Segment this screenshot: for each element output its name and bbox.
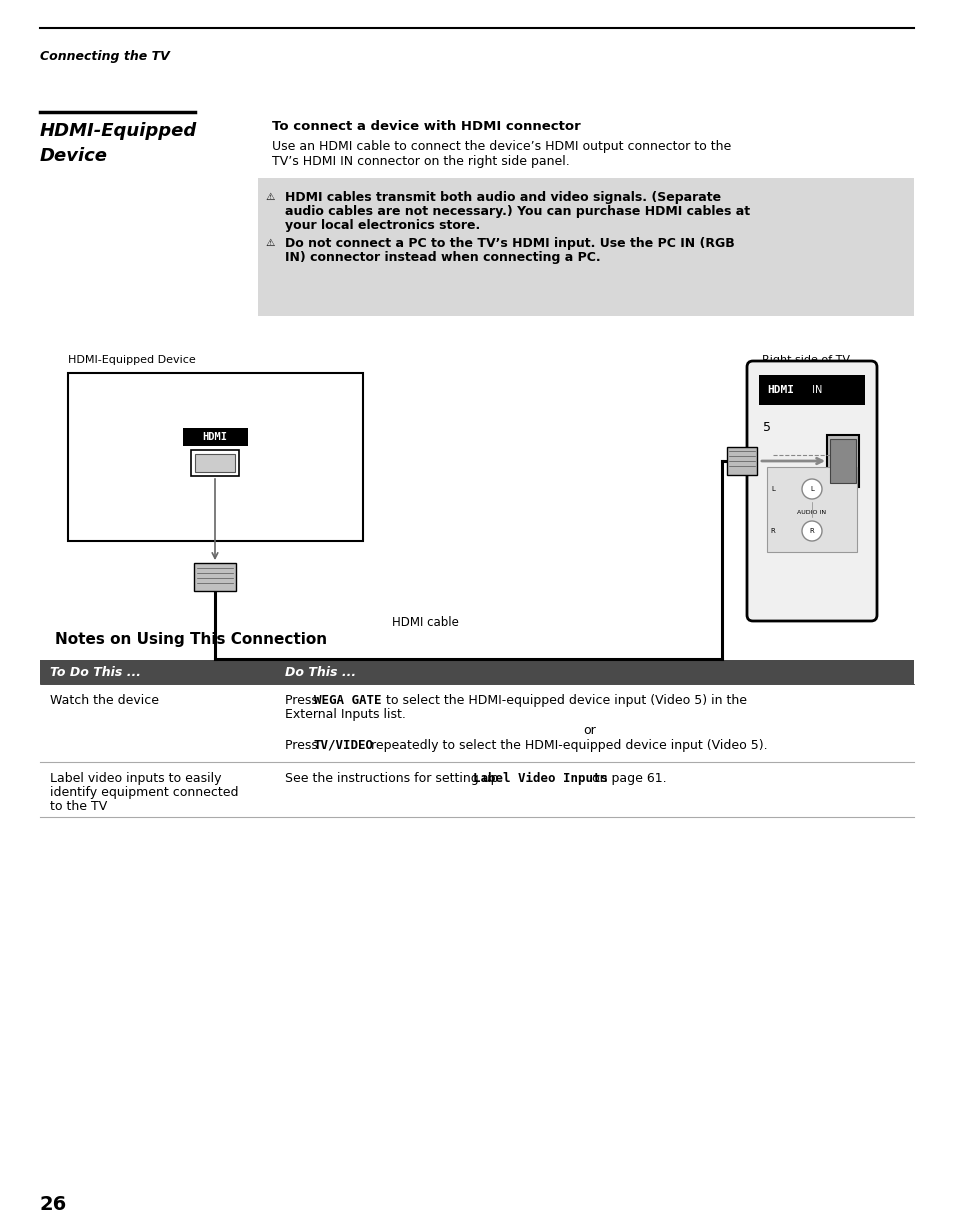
Text: Press: Press bbox=[285, 694, 321, 707]
Circle shape bbox=[801, 521, 821, 541]
Text: ⚠: ⚠ bbox=[265, 192, 274, 201]
Text: repeatedly to select the HDMI-equipped device input (Video 5).: repeatedly to select the HDMI-equipped d… bbox=[367, 739, 767, 752]
Bar bbox=[766, 466, 856, 552]
Text: R: R bbox=[770, 527, 775, 534]
Text: audio cables are not necessary.) You can purchase HDMI cables at: audio cables are not necessary.) You can… bbox=[285, 205, 749, 219]
Text: R: R bbox=[809, 527, 814, 534]
Text: HDMI-Equipped Device: HDMI-Equipped Device bbox=[68, 355, 195, 365]
Text: External Inputs list.: External Inputs list. bbox=[285, 708, 405, 720]
Text: Label Video Inputs: Label Video Inputs bbox=[473, 772, 607, 785]
Text: IN) connector instead when connecting a PC.: IN) connector instead when connecting a … bbox=[285, 252, 600, 264]
Bar bbox=[194, 454, 234, 473]
Bar bbox=[759, 375, 864, 405]
Bar bbox=[191, 451, 239, 476]
Bar bbox=[257, 178, 913, 316]
Text: identify equipment connected: identify equipment connected bbox=[50, 786, 238, 799]
Text: TV’s HDMI IN connector on the right side panel.: TV’s HDMI IN connector on the right side… bbox=[272, 155, 569, 168]
Text: TV/VIDEO: TV/VIDEO bbox=[314, 739, 374, 752]
Text: Device: Device bbox=[40, 147, 108, 165]
Text: ⚠: ⚠ bbox=[265, 238, 274, 248]
Text: L: L bbox=[770, 486, 774, 492]
Text: Right side of TV: Right side of TV bbox=[761, 355, 849, 365]
Text: on page 61.: on page 61. bbox=[587, 772, 666, 785]
Text: Press: Press bbox=[285, 739, 321, 752]
Text: To connect a device with HDMI connector: To connect a device with HDMI connector bbox=[272, 120, 580, 133]
Bar bbox=[183, 429, 248, 446]
Text: HDMI: HDMI bbox=[766, 385, 793, 396]
Text: L: L bbox=[809, 486, 813, 492]
Text: HDMI cable: HDMI cable bbox=[391, 617, 458, 629]
Bar bbox=[826, 435, 858, 487]
Text: HDMI cables transmit both audio and video signals. (Separate: HDMI cables transmit both audio and vide… bbox=[285, 190, 720, 204]
Text: Do This ...: Do This ... bbox=[285, 665, 355, 679]
Text: 26: 26 bbox=[40, 1195, 67, 1214]
Text: Notes on Using This Connection: Notes on Using This Connection bbox=[55, 632, 327, 647]
Text: HDMI-Equipped: HDMI-Equipped bbox=[40, 122, 197, 140]
Text: to select the HDMI-equipped device input (Video 5) in the: to select the HDMI-equipped device input… bbox=[381, 694, 746, 707]
Bar bbox=[40, 661, 913, 684]
Bar bbox=[68, 372, 363, 541]
Text: Label video inputs to easily: Label video inputs to easily bbox=[50, 772, 221, 785]
Text: or: or bbox=[583, 724, 596, 737]
Bar bbox=[829, 440, 855, 484]
Text: WEGA GATE: WEGA GATE bbox=[314, 694, 381, 707]
Text: Watch the device: Watch the device bbox=[50, 694, 159, 707]
Text: AUDIO IN: AUDIO IN bbox=[797, 510, 825, 515]
Text: 5: 5 bbox=[762, 421, 770, 433]
Bar bbox=[726, 447, 757, 475]
FancyBboxPatch shape bbox=[746, 361, 876, 621]
Bar bbox=[193, 563, 235, 591]
Circle shape bbox=[801, 479, 821, 499]
Text: to the TV: to the TV bbox=[50, 800, 107, 813]
Text: See the instructions for setting up: See the instructions for setting up bbox=[285, 772, 502, 785]
Text: Use an HDMI cable to connect the device’s HDMI output connector to the: Use an HDMI cable to connect the device’… bbox=[272, 140, 731, 153]
Text: Connecting the TV: Connecting the TV bbox=[40, 50, 170, 63]
Text: Do not connect a PC to the TV’s HDMI input. Use the PC IN (RGB: Do not connect a PC to the TV’s HDMI inp… bbox=[285, 237, 734, 250]
Text: To Do This ...: To Do This ... bbox=[50, 665, 141, 679]
Text: IN: IN bbox=[808, 385, 821, 396]
Text: your local electronics store.: your local electronics store. bbox=[285, 219, 479, 232]
Text: HDMI: HDMI bbox=[202, 432, 227, 442]
